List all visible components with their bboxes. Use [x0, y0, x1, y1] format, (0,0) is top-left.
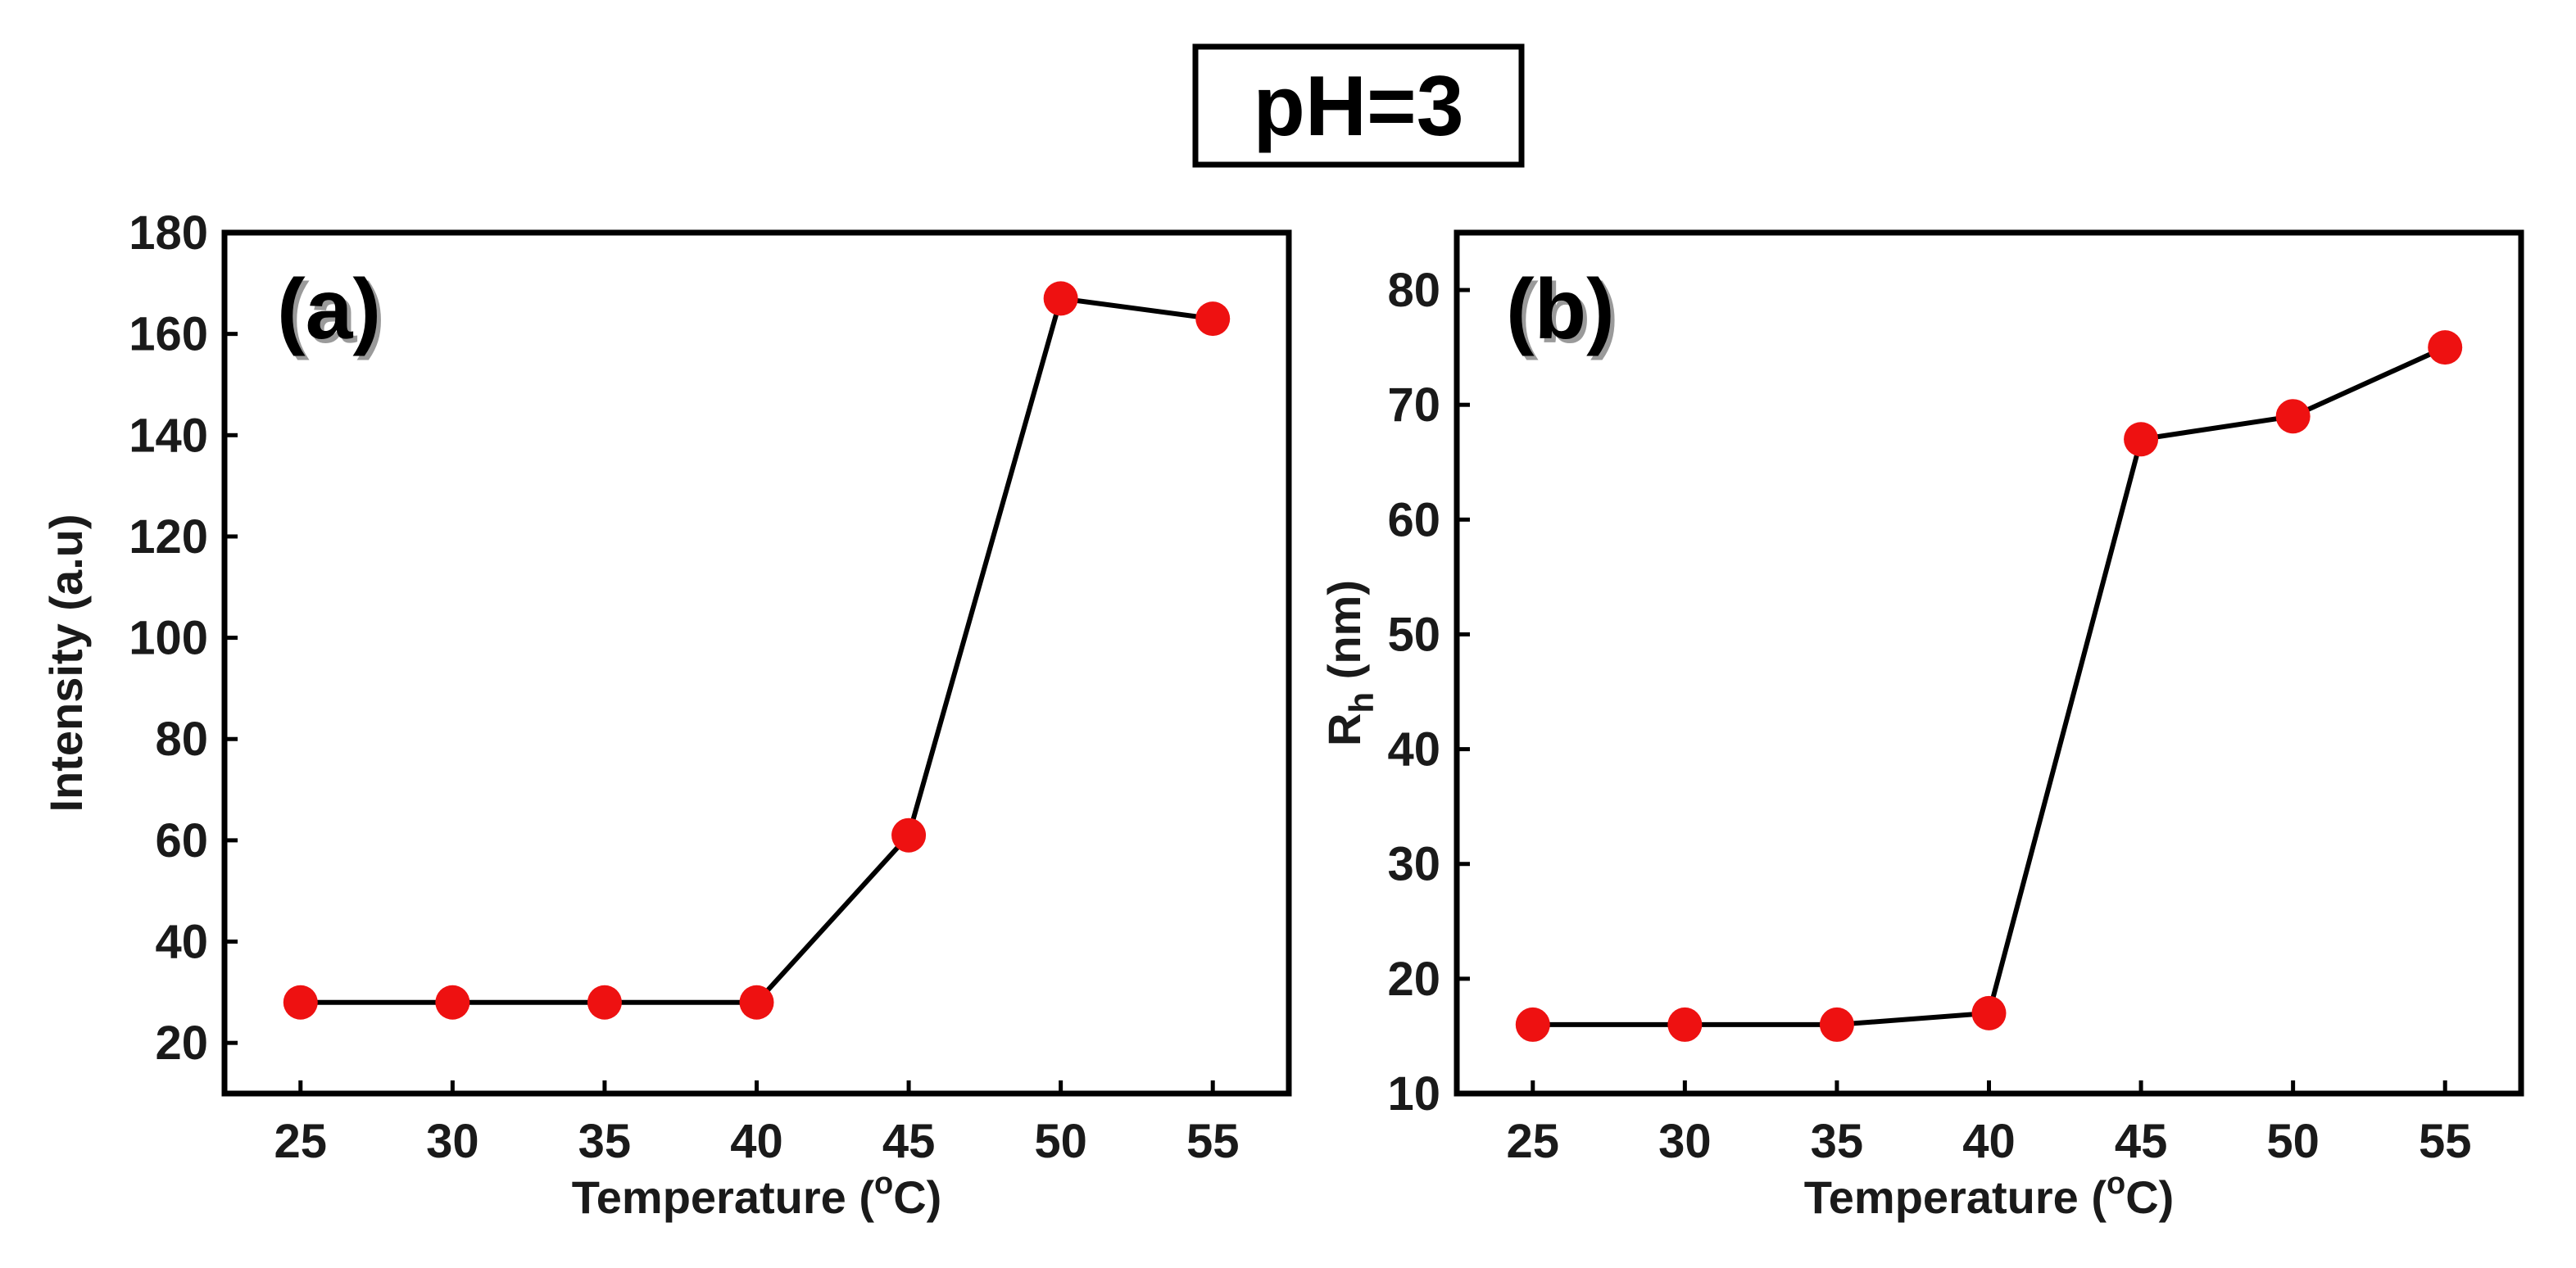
y-tick-label: 140 — [129, 409, 208, 462]
y-tick-label: 40 — [1387, 723, 1440, 777]
y-tick-label: 20 — [1387, 953, 1440, 1006]
data-point — [1043, 281, 1078, 316]
x-tick-label: 45 — [2115, 1115, 2168, 1168]
y-tick-label: 50 — [1387, 608, 1440, 661]
x-tick-label: 50 — [2266, 1115, 2320, 1168]
title-text: pH=3 — [1253, 59, 1463, 154]
y-tick-label: 60 — [1387, 493, 1440, 546]
x-tick-label: 35 — [1811, 1115, 1864, 1168]
data-point — [587, 985, 622, 1020]
data-point — [2124, 422, 2159, 457]
y-tick-label: 80 — [1387, 264, 1440, 317]
data-point — [1667, 1007, 1703, 1042]
data-point — [1515, 1007, 1550, 1042]
y-tick-label: 40 — [155, 916, 208, 969]
x-tick-label: 35 — [578, 1115, 632, 1168]
y-tick-label: 60 — [155, 814, 208, 867]
data-point — [891, 817, 927, 853]
panel-a: 20 40 60 80 100 120 140 160 180 25 30 35 40 45 50 55 Tem… — [40, 206, 1292, 1223]
y-tick-label: 20 — [155, 1017, 208, 1070]
panel-label-shadow: (b) — [1510, 266, 1619, 361]
x-axis-label-end: C) — [2125, 1171, 2174, 1223]
data-point — [435, 985, 470, 1020]
x-tick-label: 25 — [1507, 1115, 1560, 1168]
x-tick-label: 30 — [426, 1115, 479, 1168]
x-axis-label-sup: o — [2107, 1166, 2125, 1201]
y-tick-label: 160 — [129, 308, 208, 361]
data-point — [283, 985, 318, 1020]
y-axis-label: Rh (nm) — [1318, 580, 1381, 746]
plot-frame — [1454, 229, 2524, 1097]
y-tick-label: 100 — [129, 612, 208, 665]
x-axis-label: Temperature (oC) — [572, 1166, 942, 1223]
y-axis-label-main: R — [1318, 713, 1370, 746]
panel-label: (a) — [277, 262, 381, 357]
y-axis-label-sub: h — [1342, 692, 1381, 713]
data-point — [1971, 995, 2007, 1030]
panel-label: (b) — [1506, 262, 1615, 357]
y-axis-label: Intensity (a.u) — [40, 514, 92, 812]
panel-b: 10 20 30 40 50 60 70 80 25 30 35 40 45 50 55 Temperatur… — [1318, 229, 2524, 1223]
x-tick-label: 55 — [1186, 1115, 1240, 1168]
y-tick-label: 10 — [1387, 1067, 1440, 1121]
x-tick-label: 30 — [1658, 1115, 1712, 1168]
data-point — [739, 985, 774, 1020]
series-line — [1532, 345, 2447, 1027]
panel-label-shadow: (a) — [281, 266, 385, 361]
plot-frame — [221, 229, 1292, 1097]
x-axis-label-main: Temperature ( — [1804, 1171, 2107, 1223]
data-point — [1819, 1007, 1854, 1042]
data-point — [2428, 330, 2463, 365]
y-tick-label: 30 — [1387, 838, 1440, 891]
y-axis-label-main: Intensity (a.u) — [40, 514, 92, 812]
y-axis-label-end: (nm) — [1318, 580, 1370, 692]
x-tick-label: 40 — [1962, 1115, 2016, 1168]
x-axis-label-sup: o — [874, 1166, 893, 1201]
x-tick-label: 50 — [1034, 1115, 1087, 1168]
x-axis-label-end: C) — [893, 1171, 941, 1223]
x-tick-label: 55 — [2419, 1115, 2472, 1168]
data-point — [1195, 301, 1231, 337]
y-tick-label: 180 — [129, 206, 208, 260]
y-tick-label: 80 — [155, 713, 208, 766]
x-axis-label-main: Temperature ( — [572, 1171, 875, 1223]
title-box — [1192, 43, 1525, 168]
x-tick-label: 45 — [882, 1115, 936, 1168]
y-tick-label: 70 — [1387, 378, 1440, 432]
x-axis-label: Temperature (oC) — [1804, 1166, 2175, 1223]
chart-title: pH=3 — [1192, 43, 1525, 168]
x-tick-label: 25 — [274, 1115, 328, 1168]
series-line — [300, 296, 1213, 1005]
data-point — [2275, 399, 2311, 434]
y-tick-label: 120 — [129, 510, 208, 564]
x-tick-label: 40 — [730, 1115, 783, 1168]
